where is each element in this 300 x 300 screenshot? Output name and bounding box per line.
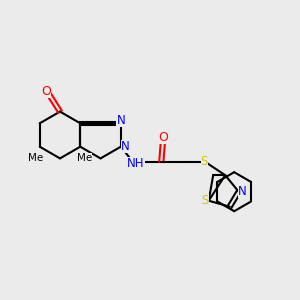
Text: S: S	[201, 194, 209, 207]
Text: S: S	[200, 155, 208, 168]
Text: O: O	[42, 85, 51, 98]
Text: NH: NH	[127, 157, 145, 170]
Text: N: N	[116, 114, 125, 127]
Text: Me: Me	[76, 153, 92, 164]
Text: Me: Me	[28, 153, 44, 164]
Text: N: N	[238, 185, 247, 198]
Text: N: N	[121, 140, 130, 153]
Text: O: O	[158, 131, 168, 144]
